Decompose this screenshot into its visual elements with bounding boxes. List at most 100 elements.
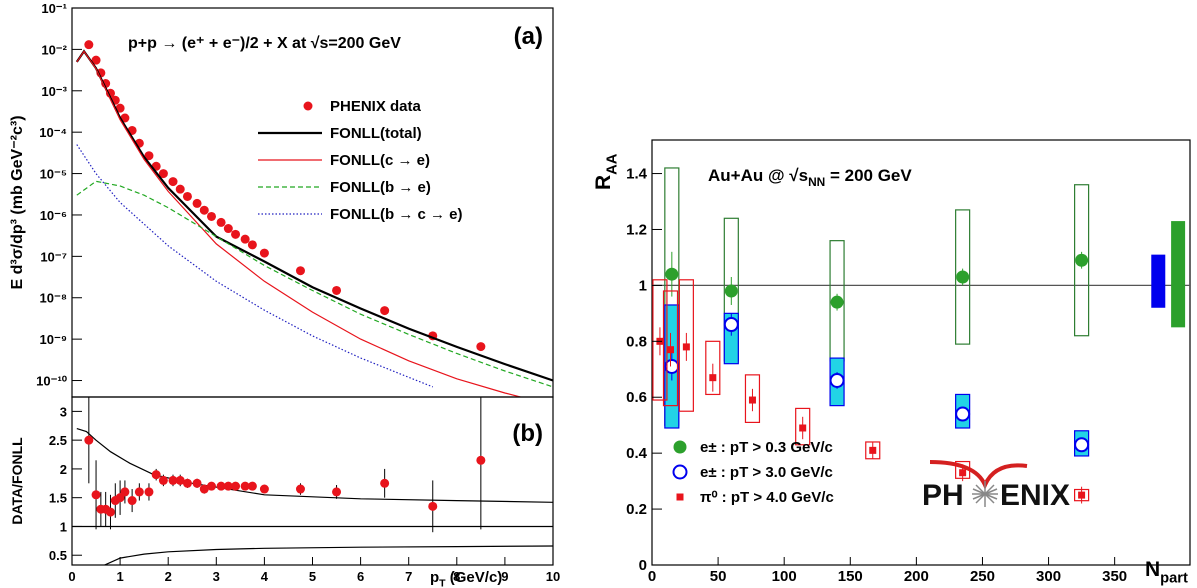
y-tick-label: 0.6: [626, 389, 647, 406]
sys-box: [678, 279, 694, 412]
chart-title-main: Au+Au @ √s: [708, 166, 808, 185]
point: [247, 240, 257, 250]
logo-star: [972, 481, 998, 507]
point: [1075, 253, 1089, 267]
x-tick-label: 150: [838, 568, 863, 585]
y-tick-label: 10⁻⁸: [40, 291, 67, 306]
point: [799, 424, 807, 432]
point: [175, 184, 185, 194]
legend-label: FONLL(b → e): [330, 179, 431, 196]
point: [223, 481, 233, 491]
point: [682, 343, 690, 351]
point: [332, 285, 342, 295]
y-tick-label: 10⁻⁶: [40, 208, 67, 223]
panel-label: (a): [514, 23, 543, 50]
point: [723, 317, 739, 333]
point: [830, 295, 844, 309]
x-axis-label-rest: (GeV/c): [446, 569, 503, 586]
point: [84, 435, 94, 445]
y-tick-label: 1.2: [626, 221, 647, 238]
x-tick-label: 50: [710, 568, 727, 585]
y-tick-label: 10⁻¹: [41, 1, 67, 16]
point: [151, 470, 161, 480]
y-tick-label: 0.5: [49, 548, 67, 563]
point: [664, 358, 680, 374]
point: [959, 469, 967, 477]
point: [380, 306, 390, 316]
point: [1074, 437, 1090, 453]
x-tick-label: 250: [970, 568, 995, 585]
y-tick-label: 10⁻²: [41, 42, 67, 57]
point: [955, 406, 971, 422]
point: [199, 205, 209, 215]
x-tick-label: 4: [261, 569, 269, 584]
x-tick-label: 3: [213, 569, 220, 584]
point: [91, 490, 101, 500]
x-tick-label: 100: [772, 568, 797, 585]
point: [869, 446, 877, 454]
y-tick-label: 10⁻⁷: [40, 249, 67, 264]
x-tick-label: 200: [904, 568, 929, 585]
x-axis-label-main: N: [1145, 558, 1160, 581]
point: [206, 211, 216, 221]
y-tick-label: 2: [60, 462, 67, 477]
sys-box: [955, 209, 971, 345]
point: [295, 266, 305, 276]
sys-box: [652, 279, 668, 401]
y-tick-label: 1: [639, 277, 647, 294]
curve: [103, 545, 553, 565]
point: [748, 396, 756, 404]
point: [332, 487, 342, 497]
y-tick-label: 0: [639, 557, 647, 574]
point: [240, 234, 250, 244]
chart-title: p+p → (e⁺ + e⁻)/2 + X at √s=200 GeV: [128, 35, 401, 52]
y-tick-label: 10⁻⁵: [40, 167, 67, 182]
chart-title-sub: NN: [808, 175, 825, 189]
x-axis-label: pT (GeV/c): [430, 569, 502, 588]
y-axis-label-main: R: [592, 175, 615, 190]
x-axis-label-main: p: [430, 569, 439, 586]
point: [724, 284, 738, 298]
x-tick-label: 300: [1036, 568, 1061, 585]
y-tick-label: 0.8: [626, 333, 647, 350]
point: [192, 198, 202, 208]
point: [1078, 491, 1086, 499]
legend-label: FONLL(c → e): [330, 152, 430, 169]
point: [240, 481, 250, 491]
plot-area: [652, 167, 1190, 504]
legend-marker: [303, 101, 313, 111]
sys-box: [705, 340, 721, 396]
point: [476, 455, 486, 465]
point: [380, 478, 390, 488]
point: [84, 40, 94, 50]
legend-marker: [672, 464, 688, 480]
legend-label: e± : pT > 0.3 GeV/c: [700, 439, 833, 456]
point: [182, 191, 192, 201]
chart-title: Au+Au @ √sNN = 200 GeV: [708, 166, 912, 189]
legend-label: FONLL(b → c → e): [330, 206, 463, 223]
point: [192, 478, 202, 488]
point: [120, 487, 130, 497]
point: [259, 248, 269, 258]
point: [476, 342, 486, 352]
y-tick-label: 0.4: [626, 445, 648, 462]
curve: [76, 50, 523, 397]
y-tick-label: 1.4: [626, 166, 648, 183]
x-tick-label: 5: [309, 569, 316, 584]
point: [144, 151, 154, 161]
y-axis-label: E d³σ/dp³ (mb GeV⁻²c³): [9, 115, 26, 289]
y-tick-label: 1.5: [49, 491, 67, 506]
x-axis-label-sub: T: [439, 578, 446, 588]
point: [956, 270, 970, 284]
point: [223, 224, 233, 234]
point: [91, 55, 101, 65]
y-tick-label: 10⁻⁴: [39, 125, 67, 140]
point: [428, 501, 438, 511]
point: [259, 484, 269, 494]
point: [216, 481, 226, 491]
x-tick-label: 1: [116, 569, 123, 584]
x-tick-label: 2: [165, 569, 172, 584]
sys-box: [662, 290, 679, 407]
